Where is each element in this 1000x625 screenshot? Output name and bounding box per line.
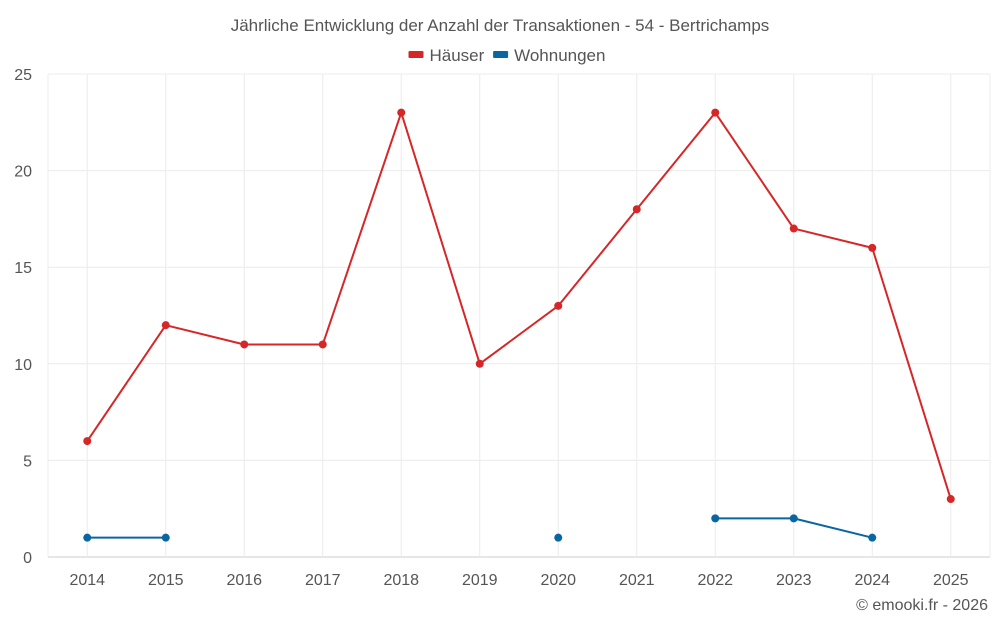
series-line-segment <box>871 246 952 501</box>
data-point[interactable] <box>554 533 563 542</box>
series-layer <box>83 108 955 542</box>
series-line-segment <box>400 111 481 365</box>
data-point[interactable] <box>554 301 563 310</box>
legend-item[interactable]: Häuser <box>408 46 485 65</box>
data-point[interactable] <box>161 321 170 330</box>
chart-title: Jährliche Entwicklung der Anzahl der Tra… <box>231 16 770 35</box>
x-tick-label: 2025 <box>933 572 969 589</box>
legend-swatch <box>493 51 509 58</box>
grid <box>47 73 991 558</box>
series-line-segment <box>164 324 246 346</box>
series-line-segment <box>557 208 638 307</box>
x-tick-label: 2021 <box>619 572 655 589</box>
x-tick-label: 2020 <box>540 572 576 589</box>
data-point[interactable] <box>946 495 955 504</box>
x-tick-label: 2015 <box>148 572 184 589</box>
data-point[interactable] <box>83 437 92 446</box>
data-point[interactable] <box>83 533 92 542</box>
x-tick-label: 2014 <box>69 572 105 589</box>
y-tick-label: 15 <box>14 260 32 277</box>
credit-text: © emooki.fr - 2026 <box>856 597 988 614</box>
data-point[interactable] <box>711 108 720 117</box>
legend-label: Häuser <box>430 46 485 65</box>
x-tick-label: 2022 <box>697 572 733 589</box>
data-point[interactable] <box>632 205 641 214</box>
series-line-segment <box>792 517 874 539</box>
data-point[interactable] <box>240 340 249 349</box>
data-point[interactable] <box>868 243 877 252</box>
y-axis: 0 5 10 15 20 25 <box>14 67 32 567</box>
legend-label: Wohnungen <box>514 46 605 65</box>
x-tick-label: 2023 <box>776 572 812 589</box>
data-point[interactable] <box>397 108 406 117</box>
y-tick-label: 25 <box>14 67 32 84</box>
data-point[interactable] <box>789 514 798 523</box>
series-haeuser <box>83 108 955 504</box>
x-tick-label: 2024 <box>854 572 890 589</box>
y-tick-label: 10 <box>14 357 32 374</box>
x-tick-label: 2016 <box>226 572 262 589</box>
y-tick-label: 0 <box>23 550 32 567</box>
x-tick-label: 2017 <box>305 572 341 589</box>
data-point[interactable] <box>711 514 720 523</box>
x-tick-label: 2018 <box>383 572 419 589</box>
data-point[interactable] <box>161 533 170 542</box>
data-point[interactable] <box>868 533 877 542</box>
legend-swatch <box>408 51 424 58</box>
series-line-segment <box>86 324 167 443</box>
data-point[interactable] <box>789 224 798 233</box>
legend-item[interactable]: Wohnungen <box>493 46 605 65</box>
series-line-segment <box>714 111 795 230</box>
legend: Häuser Wohnungen <box>408 46 605 65</box>
y-tick-label: 5 <box>23 453 32 470</box>
series-line-segment <box>792 227 874 249</box>
x-axis: 2014 2015 2016 2017 2018 2019 2020 2021 2022 2023… <box>69 572 968 589</box>
x-tick-label: 2019 <box>462 572 498 589</box>
series-line-segment <box>635 111 717 211</box>
series-wohnungen <box>83 514 877 542</box>
data-point[interactable] <box>318 340 327 349</box>
y-tick-label: 20 <box>14 164 32 181</box>
series-line-segment <box>321 111 403 346</box>
data-point[interactable] <box>475 359 484 368</box>
series-line-segment <box>478 304 560 365</box>
